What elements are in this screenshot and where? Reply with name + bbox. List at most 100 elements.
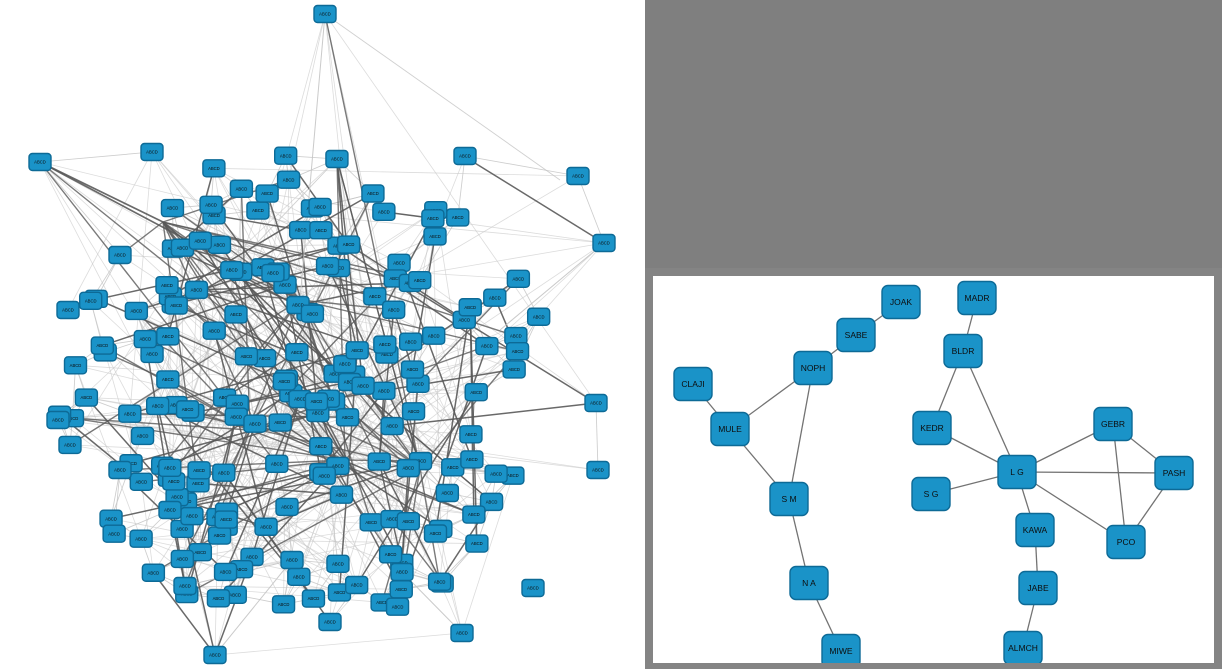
network-node[interactable]	[378, 545, 403, 564]
network-node[interactable]	[234, 347, 259, 366]
network-node[interactable]	[380, 416, 404, 436]
network-node[interactable]	[326, 554, 350, 574]
network-node[interactable]	[836, 317, 876, 353]
network-node[interactable]	[479, 492, 504, 512]
network-node[interactable]	[793, 350, 833, 386]
network-node[interactable]	[396, 458, 421, 478]
network-node[interactable]	[423, 524, 448, 543]
network-node[interactable]	[272, 372, 297, 391]
network-node[interactable]	[1154, 455, 1194, 491]
network-node[interactable]	[203, 645, 227, 665]
sub-network-view[interactable]: JOAK MADR SABE BLDR NOPH CLAJI KEDR GEBR MULE L G…	[653, 276, 1214, 663]
network-node[interactable]	[345, 341, 369, 360]
network-node[interactable]	[108, 245, 132, 265]
network-node[interactable]	[408, 271, 432, 290]
network-node[interactable]	[28, 152, 52, 172]
network-node[interactable]	[156, 327, 180, 346]
network-node[interactable]	[586, 460, 610, 480]
network-node[interactable]	[351, 376, 375, 395]
network-node[interactable]	[261, 263, 285, 283]
network-node[interactable]	[385, 597, 410, 616]
network-node[interactable]	[199, 195, 223, 214]
network-node[interactable]	[206, 589, 231, 608]
network-node[interactable]	[1003, 630, 1043, 664]
network-node[interactable]	[325, 149, 349, 169]
network-node[interactable]	[484, 464, 508, 483]
network-node[interactable]	[246, 201, 270, 220]
network-node[interactable]	[997, 454, 1037, 490]
network-node[interactable]	[592, 233, 616, 253]
network-node[interactable]	[156, 370, 180, 389]
network-node[interactable]	[158, 500, 182, 520]
network-node[interactable]	[184, 280, 209, 300]
network-node[interactable]	[220, 260, 244, 280]
network-node[interactable]	[483, 288, 507, 307]
network-node[interactable]	[280, 550, 304, 570]
network-node[interactable]	[141, 563, 166, 582]
network-node[interactable]	[74, 388, 99, 407]
network-node[interactable]	[584, 393, 608, 413]
network-node[interactable]	[207, 526, 232, 545]
network-node[interactable]	[475, 336, 499, 356]
network-node[interactable]	[304, 392, 329, 411]
network-node[interactable]	[300, 304, 325, 323]
network-node[interactable]	[335, 408, 360, 427]
network-node[interactable]	[912, 410, 952, 446]
network-node[interactable]	[118, 404, 142, 423]
network-node[interactable]	[367, 452, 391, 471]
network-node[interactable]	[309, 436, 333, 456]
network-node[interactable]	[268, 413, 292, 432]
network-node[interactable]	[464, 383, 488, 402]
network-node[interactable]	[427, 572, 452, 591]
network-node[interactable]	[1093, 406, 1133, 442]
network-node[interactable]	[312, 466, 336, 485]
network-node[interactable]	[301, 589, 326, 608]
network-node[interactable]	[458, 298, 482, 317]
network-node[interactable]	[124, 301, 149, 321]
network-node[interactable]	[344, 575, 369, 595]
network-node[interactable]	[504, 326, 528, 346]
network-node[interactable]	[129, 529, 153, 548]
network-node[interactable]	[254, 517, 278, 536]
network-node[interactable]	[188, 231, 213, 250]
network-node[interactable]	[1015, 512, 1055, 548]
network-node[interactable]	[102, 524, 126, 543]
network-node[interactable]	[308, 197, 332, 217]
network-node[interactable]	[460, 450, 484, 469]
main-network-view[interactable]: ABCD ABCD ABCD ABCD ABCD ABCD ABCD ABCD ABCD ABCD…	[0, 0, 645, 669]
network-node[interactable]	[202, 159, 226, 178]
network-node[interactable]	[389, 580, 413, 599]
network-node[interactable]	[566, 166, 590, 186]
network-node[interactable]	[361, 184, 385, 203]
network-node[interactable]	[943, 333, 983, 369]
network-node[interactable]	[359, 513, 383, 532]
network-node[interactable]	[423, 227, 447, 246]
network-node[interactable]	[90, 336, 115, 355]
network-node[interactable]	[336, 235, 361, 254]
network-node[interactable]	[398, 332, 423, 351]
network-node[interactable]	[108, 460, 132, 480]
network-node[interactable]	[187, 461, 211, 480]
network-node[interactable]	[459, 425, 483, 444]
network-node[interactable]	[214, 510, 238, 529]
network-node[interactable]	[63, 356, 88, 375]
network-node[interactable]	[180, 506, 204, 526]
network-node[interactable]	[421, 209, 445, 228]
network-node[interactable]	[78, 291, 103, 311]
network-node[interactable]	[911, 476, 951, 512]
network-node[interactable]	[274, 146, 298, 165]
network-node[interactable]	[276, 170, 301, 189]
network-node[interactable]	[422, 326, 446, 345]
network-node[interactable]	[462, 505, 486, 524]
network-node[interactable]	[396, 512, 421, 531]
network-node[interactable]	[158, 458, 182, 478]
network-node[interactable]	[164, 296, 188, 315]
network-node[interactable]	[229, 179, 254, 198]
network-node[interactable]	[173, 576, 197, 596]
network-node[interactable]	[318, 612, 342, 632]
network-node[interactable]	[435, 483, 460, 503]
network-node[interactable]	[56, 300, 80, 320]
network-node[interactable]	[390, 562, 414, 582]
network-node[interactable]	[372, 202, 396, 222]
network-node[interactable]	[821, 633, 861, 664]
